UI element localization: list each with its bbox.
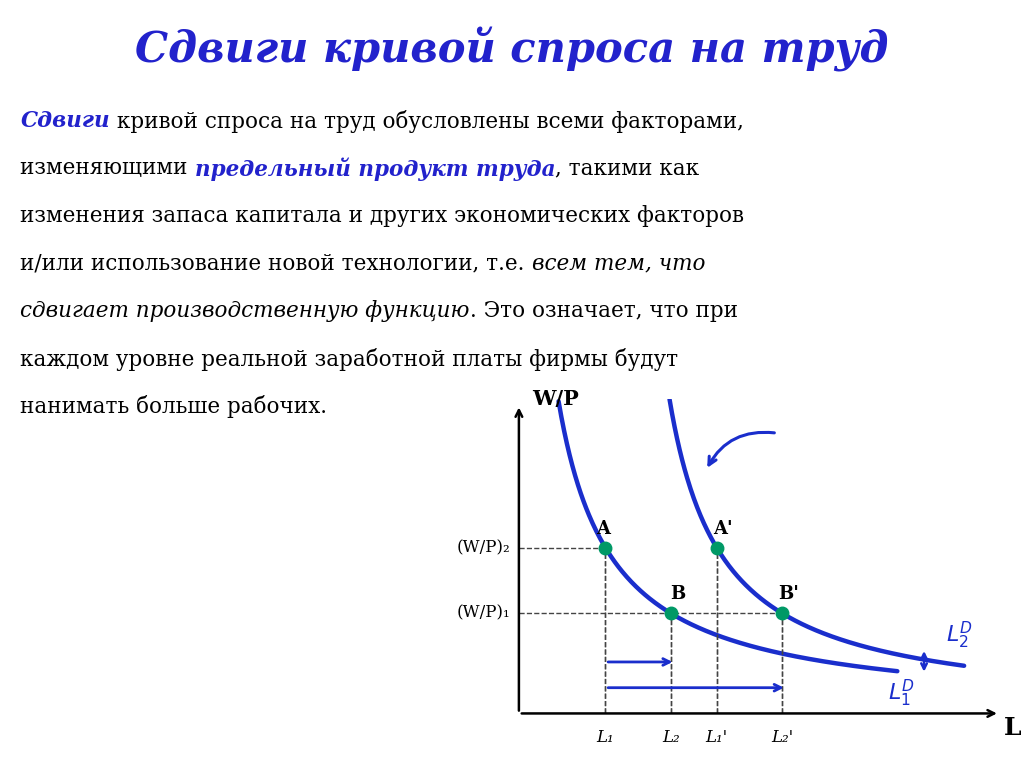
Text: B': B' (778, 585, 800, 604)
Text: кривой спроса на труд обусловлены всеми факторами,: кривой спроса на труд обусловлены всеми … (111, 110, 744, 133)
Text: W/P: W/P (532, 389, 579, 409)
Text: L₁: L₁ (597, 729, 614, 746)
Text: изменяющими: изменяющими (20, 157, 195, 179)
Text: L₂: L₂ (663, 729, 680, 746)
Text: (W/P)₁: (W/P)₁ (457, 605, 510, 622)
Text: нанимать больше рабочих.: нанимать больше рабочих. (20, 396, 328, 419)
Text: B: B (670, 585, 685, 604)
Text: A': A' (714, 519, 733, 538)
Text: A: A (596, 519, 610, 538)
Text: изменения запаса капитала и других экономических факторов: изменения запаса капитала и других эконо… (20, 205, 744, 227)
Text: предельный продукт труда: предельный продукт труда (195, 157, 555, 181)
Text: и/или использование новой технологии, т.е.: и/или использование новой технологии, т.… (20, 252, 531, 275)
Text: , такими как: , такими как (555, 157, 699, 179)
Text: . Это означает, что при: . Это означает, что при (470, 300, 738, 322)
Text: $L^D_2$: $L^D_2$ (946, 620, 974, 651)
Text: (W/P)₂: (W/P)₂ (457, 539, 510, 556)
Text: сдвигает производственную функцию: сдвигает производственную функцию (20, 300, 470, 322)
Text: всем тем, что: всем тем, что (531, 252, 706, 275)
Text: L₂': L₂' (771, 729, 794, 746)
Text: Сдвиги кривой спроса на труд: Сдвиги кривой спроса на труд (135, 27, 889, 72)
Text: L₁': L₁' (706, 729, 728, 746)
Text: $L^D_1$: $L^D_1$ (889, 678, 915, 709)
Text: Сдвиги: Сдвиги (20, 110, 111, 132)
Text: L: L (1005, 716, 1022, 739)
Text: каждом уровне реальной заработной платы фирмы будут: каждом уровне реальной заработной платы … (20, 348, 679, 370)
